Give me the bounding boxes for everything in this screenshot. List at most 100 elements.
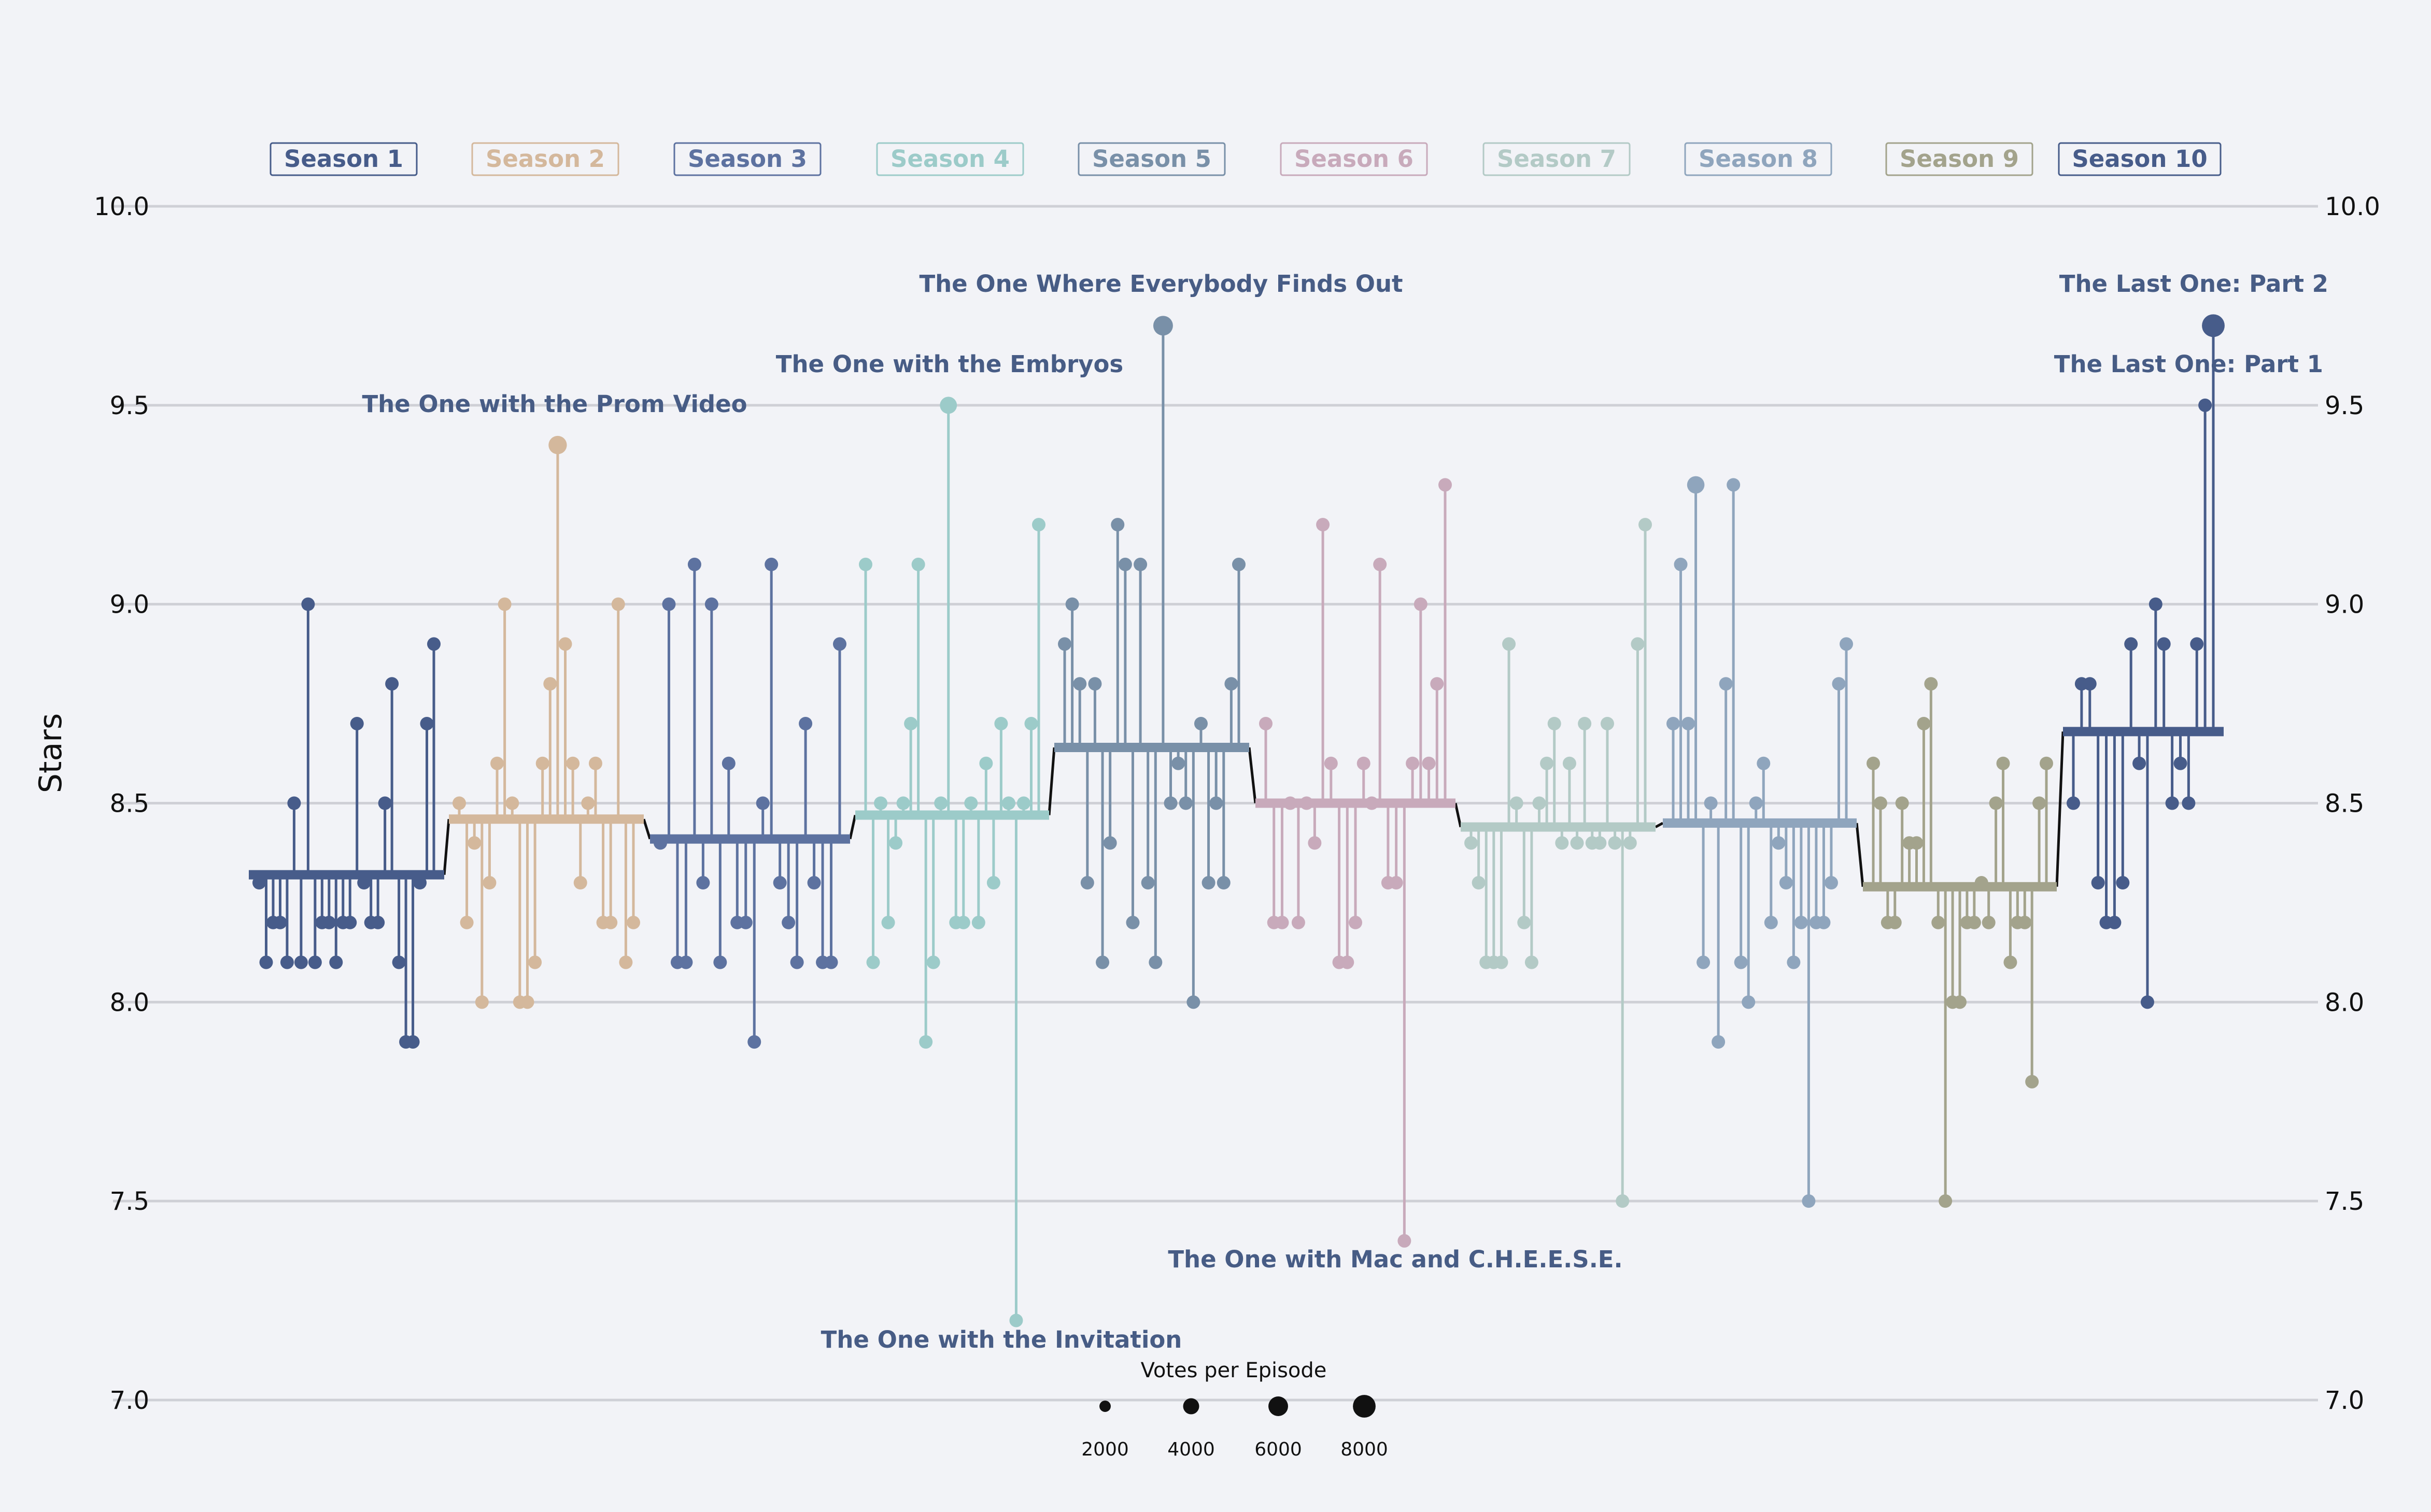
episode-point <box>2040 756 2053 770</box>
episode-point <box>782 915 796 929</box>
episode-point <box>940 397 957 414</box>
episode-point <box>1430 677 1444 691</box>
episode-point <box>1704 796 1718 810</box>
y-tick-label-left: 9.0 <box>110 590 149 619</box>
episode-point <box>2083 677 2097 691</box>
episode-point <box>986 876 1000 890</box>
episode-point <box>1674 557 1688 571</box>
episode-point <box>1349 915 1362 929</box>
episode-point <box>1939 1194 1953 1208</box>
episode-point <box>2198 398 2212 412</box>
episode-point <box>2202 314 2225 337</box>
season-legend-label: Season 2 <box>486 145 605 173</box>
episode-point <box>1202 876 1215 890</box>
episode-point <box>1840 637 1853 651</box>
episode-point <box>1734 955 1748 969</box>
episode-point <box>1065 597 1079 611</box>
season-legend-item: Season 9 <box>1885 142 2033 176</box>
episode-point <box>252 876 266 890</box>
episode-point <box>713 955 727 969</box>
episode-point <box>654 836 667 850</box>
episode-point <box>1578 716 1592 730</box>
season-legend-label: Season 7 <box>1497 145 1616 173</box>
episode-point <box>1186 995 1200 1009</box>
episode-point <box>611 597 625 611</box>
episode-point <box>1291 915 1305 929</box>
episode-point <box>619 955 633 969</box>
episode-annotation: The Last One: Part 1 <box>2054 350 2323 378</box>
season-legend-label: Season 6 <box>1294 145 1414 173</box>
episode-point <box>406 1035 420 1049</box>
y-axis-title: Stars <box>33 713 69 793</box>
season-legend-box <box>1078 142 1226 176</box>
episode-point <box>1832 677 1846 691</box>
episode-point <box>1555 836 1569 850</box>
y-axis-ticks: 7.0 7.0 7.5 7.5 8.0 8.0 8.5 8.5 9.0 9.0 9.5 9.5 10.0… <box>94 192 2380 1415</box>
size-legend-marker <box>1099 1401 1111 1412</box>
episode-point <box>662 597 676 611</box>
episode-point <box>1126 915 1140 929</box>
mean-connector <box>1454 802 1462 828</box>
episode-point <box>2067 796 2080 810</box>
episode-point <box>1931 915 1945 929</box>
episode-point <box>1414 597 1427 611</box>
episode-point <box>1224 677 1238 691</box>
episode-point <box>528 955 542 969</box>
episode-point <box>2157 637 2171 651</box>
episode-point <box>475 995 489 1009</box>
episode-point <box>911 557 925 571</box>
episode-point <box>259 955 273 969</box>
season-mean-lines <box>249 727 2224 892</box>
episode-point <box>378 796 392 810</box>
episode-point <box>1217 876 1231 890</box>
episode-point <box>994 716 1008 730</box>
episode-point <box>1194 716 1208 730</box>
episode-point <box>1547 716 1561 730</box>
mean-connector <box>1048 747 1056 815</box>
mean-connector <box>2055 731 2065 887</box>
episode-point <box>1666 716 1680 730</box>
episode-point <box>2173 756 2187 770</box>
episode-point <box>392 955 406 969</box>
episode-point <box>453 796 466 810</box>
episode-point <box>1757 756 1771 770</box>
size-legend-marker <box>1183 1398 1199 1415</box>
episode-point <box>1570 836 1584 850</box>
episode-point <box>1824 876 1838 890</box>
episode-point <box>1299 796 1313 810</box>
episode-point <box>881 915 895 929</box>
episode-point <box>1593 836 1607 850</box>
episode-point <box>1631 637 1645 651</box>
mean-connector <box>1855 823 1864 887</box>
episode-point <box>722 756 736 770</box>
season-legend-item: Season 4 <box>876 142 1024 176</box>
season-legend-box <box>1280 142 1428 176</box>
episode-point <box>765 557 779 571</box>
episode-point <box>1764 915 1778 929</box>
episode-point <box>1356 756 1370 770</box>
mean-connector <box>443 818 450 875</box>
episode-point <box>1749 796 1763 810</box>
episode-point <box>1719 677 1733 691</box>
episode-point <box>1681 716 1695 730</box>
episode-annotations: The One with the Prom Video The One with … <box>362 270 2328 1353</box>
y-tick-label-right: 7.5 <box>2325 1187 2364 1216</box>
episode-point <box>979 756 993 770</box>
episode-point <box>1867 756 1880 770</box>
season-legend-item: Season 1 <box>270 142 418 176</box>
episode-point <box>1509 796 1523 810</box>
episode-point <box>1540 756 1554 770</box>
episode-point <box>687 557 701 571</box>
episode-point <box>573 876 587 890</box>
size-legend-marker <box>1353 1395 1376 1418</box>
episode-point <box>704 597 718 611</box>
episode-annotation: The One with the Invitation <box>821 1326 1182 1353</box>
episode-point <box>874 796 888 810</box>
y-tick-label-right: 8.0 <box>2325 988 2364 1017</box>
episode-point <box>2165 796 2179 810</box>
y-tick-label-left: 7.5 <box>110 1187 149 1216</box>
episode-point <box>824 955 838 969</box>
episode-point <box>1009 1313 1023 1327</box>
episode-point <box>350 716 364 730</box>
episode-point <box>566 756 580 770</box>
